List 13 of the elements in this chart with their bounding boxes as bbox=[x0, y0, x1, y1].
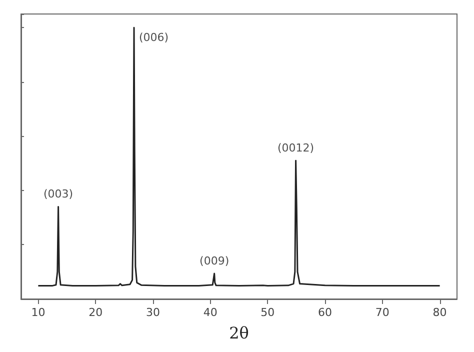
annotation: (0012) bbox=[278, 142, 314, 155]
x-tick-label: 60 bbox=[318, 306, 332, 319]
annotation: (006) bbox=[139, 31, 169, 44]
annotation: (009) bbox=[200, 254, 230, 268]
x-axis-title: 2θ bbox=[229, 324, 249, 342]
annotation: (003) bbox=[43, 188, 74, 201]
x-tick-label: 20 bbox=[88, 306, 103, 319]
x-tick-label: 50 bbox=[260, 306, 275, 319]
x-tick-label: 10 bbox=[31, 306, 46, 319]
x-tick-label: 30 bbox=[146, 306, 160, 319]
x-tick-label: 80 bbox=[432, 306, 447, 319]
x-tick-label: 70 bbox=[375, 306, 390, 319]
x-tick-label: 40 bbox=[203, 306, 218, 319]
